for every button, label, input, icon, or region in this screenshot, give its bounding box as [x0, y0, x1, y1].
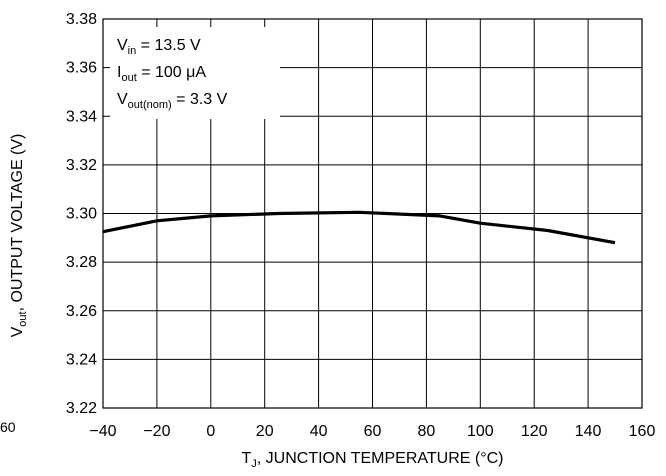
plot-border	[102, 18, 643, 409]
annotation-line: Iout = 100 μA	[117, 64, 206, 84]
y-tick-label: 3.38	[66, 11, 97, 28]
y-tick-label: 3.22	[66, 400, 97, 417]
y-tick-label: 3.26	[66, 303, 97, 320]
annotation-box	[110, 27, 280, 119]
x-tick-label: 120	[521, 423, 548, 440]
x-axis-label: TJ, JUNCTION TEMPERATURE (°C)	[242, 450, 504, 470]
stray-tick-label: 60	[0, 419, 16, 435]
x-tick-label: 0	[206, 423, 215, 440]
x-tick-label: 80	[418, 423, 436, 440]
annotation-line: Vin = 13.5 V	[117, 37, 201, 57]
x-tick-label: 100	[467, 423, 494, 440]
x-tick-label: 40	[310, 423, 328, 440]
x-tick-label: 160	[629, 423, 656, 440]
x-tick-label: 140	[575, 423, 602, 440]
y-tick-label: 3.36	[66, 60, 97, 77]
annotation-line: Vout(nom) = 3.3 V	[117, 91, 228, 111]
x-tick-label: −40	[89, 423, 116, 440]
x-tick-label: 60	[364, 423, 382, 440]
y-tick-label: 3.34	[66, 108, 97, 125]
y-tick-label: 3.24	[66, 351, 97, 368]
series-line	[102, 210, 616, 245]
x-tick-label: −20	[143, 423, 170, 440]
y-tick-label: 3.30	[66, 206, 97, 223]
y-tick-label: 3.32	[66, 157, 97, 174]
y-tick-label: 3.28	[66, 254, 97, 271]
y-axis-label: Vout, OUTPUT VOLTAGE (V)	[9, 134, 29, 338]
x-tick-label: 20	[256, 423, 274, 440]
